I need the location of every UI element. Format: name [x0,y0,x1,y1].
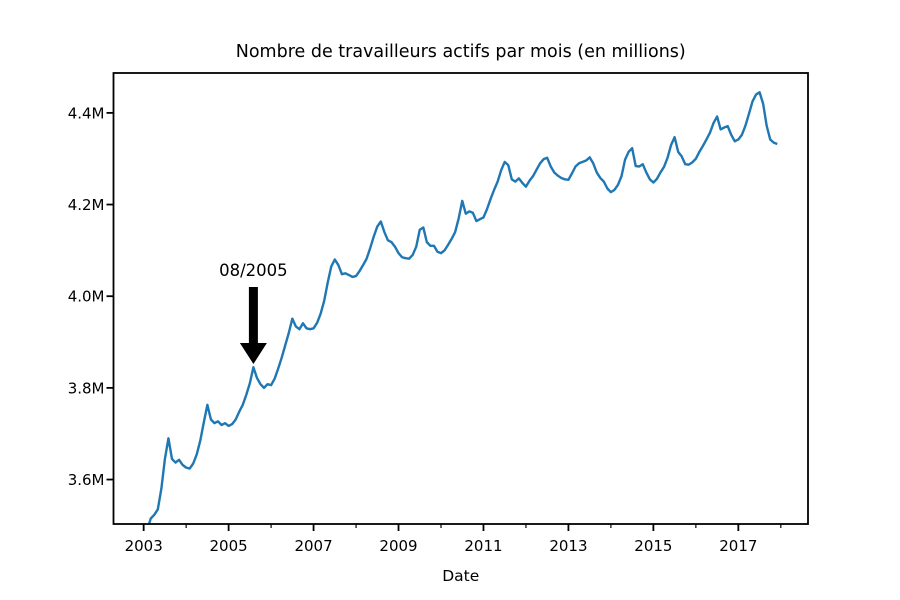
y-tick-label: 3.8M [68,379,105,397]
x-tick-label: 2011 [464,537,502,555]
y-tick-label: 4.4M [68,104,105,122]
annotation-arrow-icon [239,287,267,364]
chart-title: Nombre de travailleurs actifs par mois (… [236,42,686,62]
x-tick-label: 2015 [634,537,672,555]
x-axis-label: Date [442,567,479,585]
x-tick-label: 2009 [379,537,417,555]
series-line [147,91,778,524]
x-tick-label: 2007 [294,537,332,555]
y-tick-label: 4.0M [68,288,105,306]
plot-border [112,72,809,525]
y-tick-label: 4.2M [68,196,105,214]
x-tick-label: 2013 [549,537,587,555]
x-tick-label: 2005 [210,537,248,555]
annotation-label: 08/2005 [219,261,288,280]
x-tick-label: 2017 [719,537,757,555]
x-tick-label: 2003 [125,537,163,555]
y-tick-label: 3.6M [68,471,105,489]
